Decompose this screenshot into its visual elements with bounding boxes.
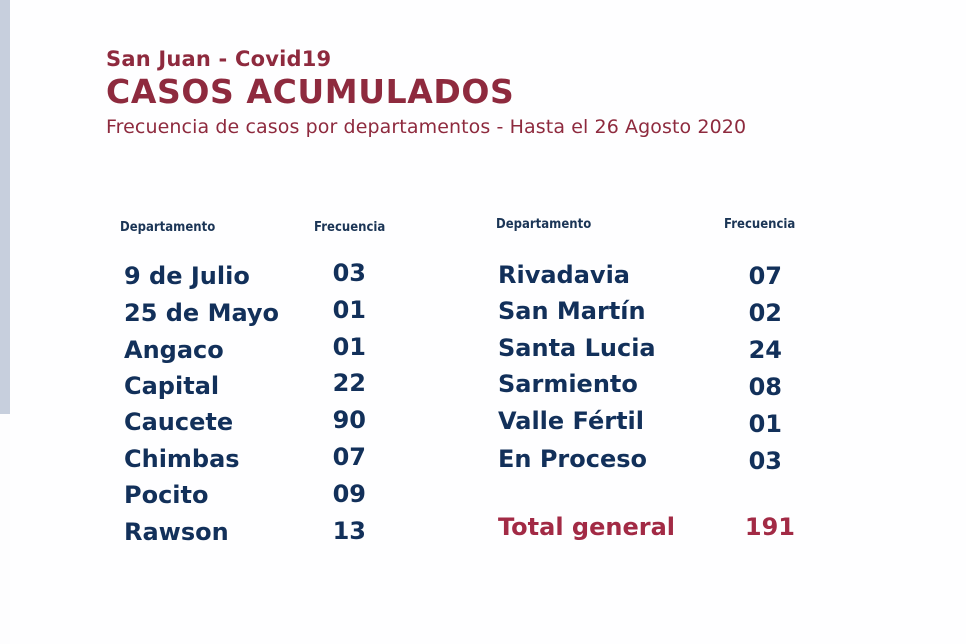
frequency-value: 07 bbox=[748, 262, 782, 290]
column-header-department: Departamento bbox=[496, 217, 592, 232]
total-value: 191 bbox=[744, 513, 795, 541]
page-title: CASOS ACUMULADOS bbox=[106, 72, 515, 111]
column-header-department: Departamento bbox=[120, 220, 216, 235]
subtitle: Frecuencia de casos por departamentos - … bbox=[106, 116, 747, 138]
department-name: En Proceso bbox=[498, 445, 648, 473]
department-name: Caucete bbox=[124, 408, 234, 436]
department-name: Pocito bbox=[124, 481, 209, 509]
column-header-frequency: Frecuencia bbox=[724, 217, 796, 232]
frequency-value: 13 bbox=[332, 517, 366, 545]
frequency-value: 01 bbox=[332, 333, 366, 361]
department-name: Capital bbox=[124, 372, 220, 400]
frequency-value: 01 bbox=[332, 296, 366, 324]
department-name: 25 de Mayo bbox=[124, 299, 280, 327]
pre-title: San Juan - Covid19 bbox=[106, 47, 332, 71]
header: San Juan - Covid19 CASOS ACUMULADOS Frec… bbox=[106, 46, 746, 139]
frequency-value: 03 bbox=[332, 259, 366, 287]
column-header-frequency: Frecuencia bbox=[314, 220, 386, 235]
frequency-value: 09 bbox=[332, 480, 366, 508]
left-edge-bar bbox=[0, 0, 10, 414]
total-label: Total general bbox=[498, 513, 675, 541]
frequency-value: 07 bbox=[332, 443, 366, 471]
department-name: Sarmiento bbox=[498, 370, 638, 398]
department-name: Santa Lucia bbox=[498, 334, 656, 362]
frequency-value: 01 bbox=[748, 410, 782, 438]
department-name: Rawson bbox=[124, 518, 229, 546]
slide bbox=[10, 0, 966, 644]
department-name: San Martín bbox=[498, 297, 646, 325]
department-name: Chimbas bbox=[124, 445, 240, 473]
department-name: Angaco bbox=[124, 336, 224, 364]
department-name: Valle Fértil bbox=[498, 407, 645, 435]
department-name: Rivadavia bbox=[498, 261, 630, 289]
frequency-value: 02 bbox=[748, 299, 782, 327]
frequency-value: 90 bbox=[332, 406, 366, 434]
frequency-value: 03 bbox=[748, 447, 782, 475]
frequency-value: 22 bbox=[332, 369, 366, 397]
frequency-value: 24 bbox=[748, 336, 782, 364]
department-name: 9 de Julio bbox=[124, 262, 250, 290]
frequency-value: 08 bbox=[748, 373, 782, 401]
